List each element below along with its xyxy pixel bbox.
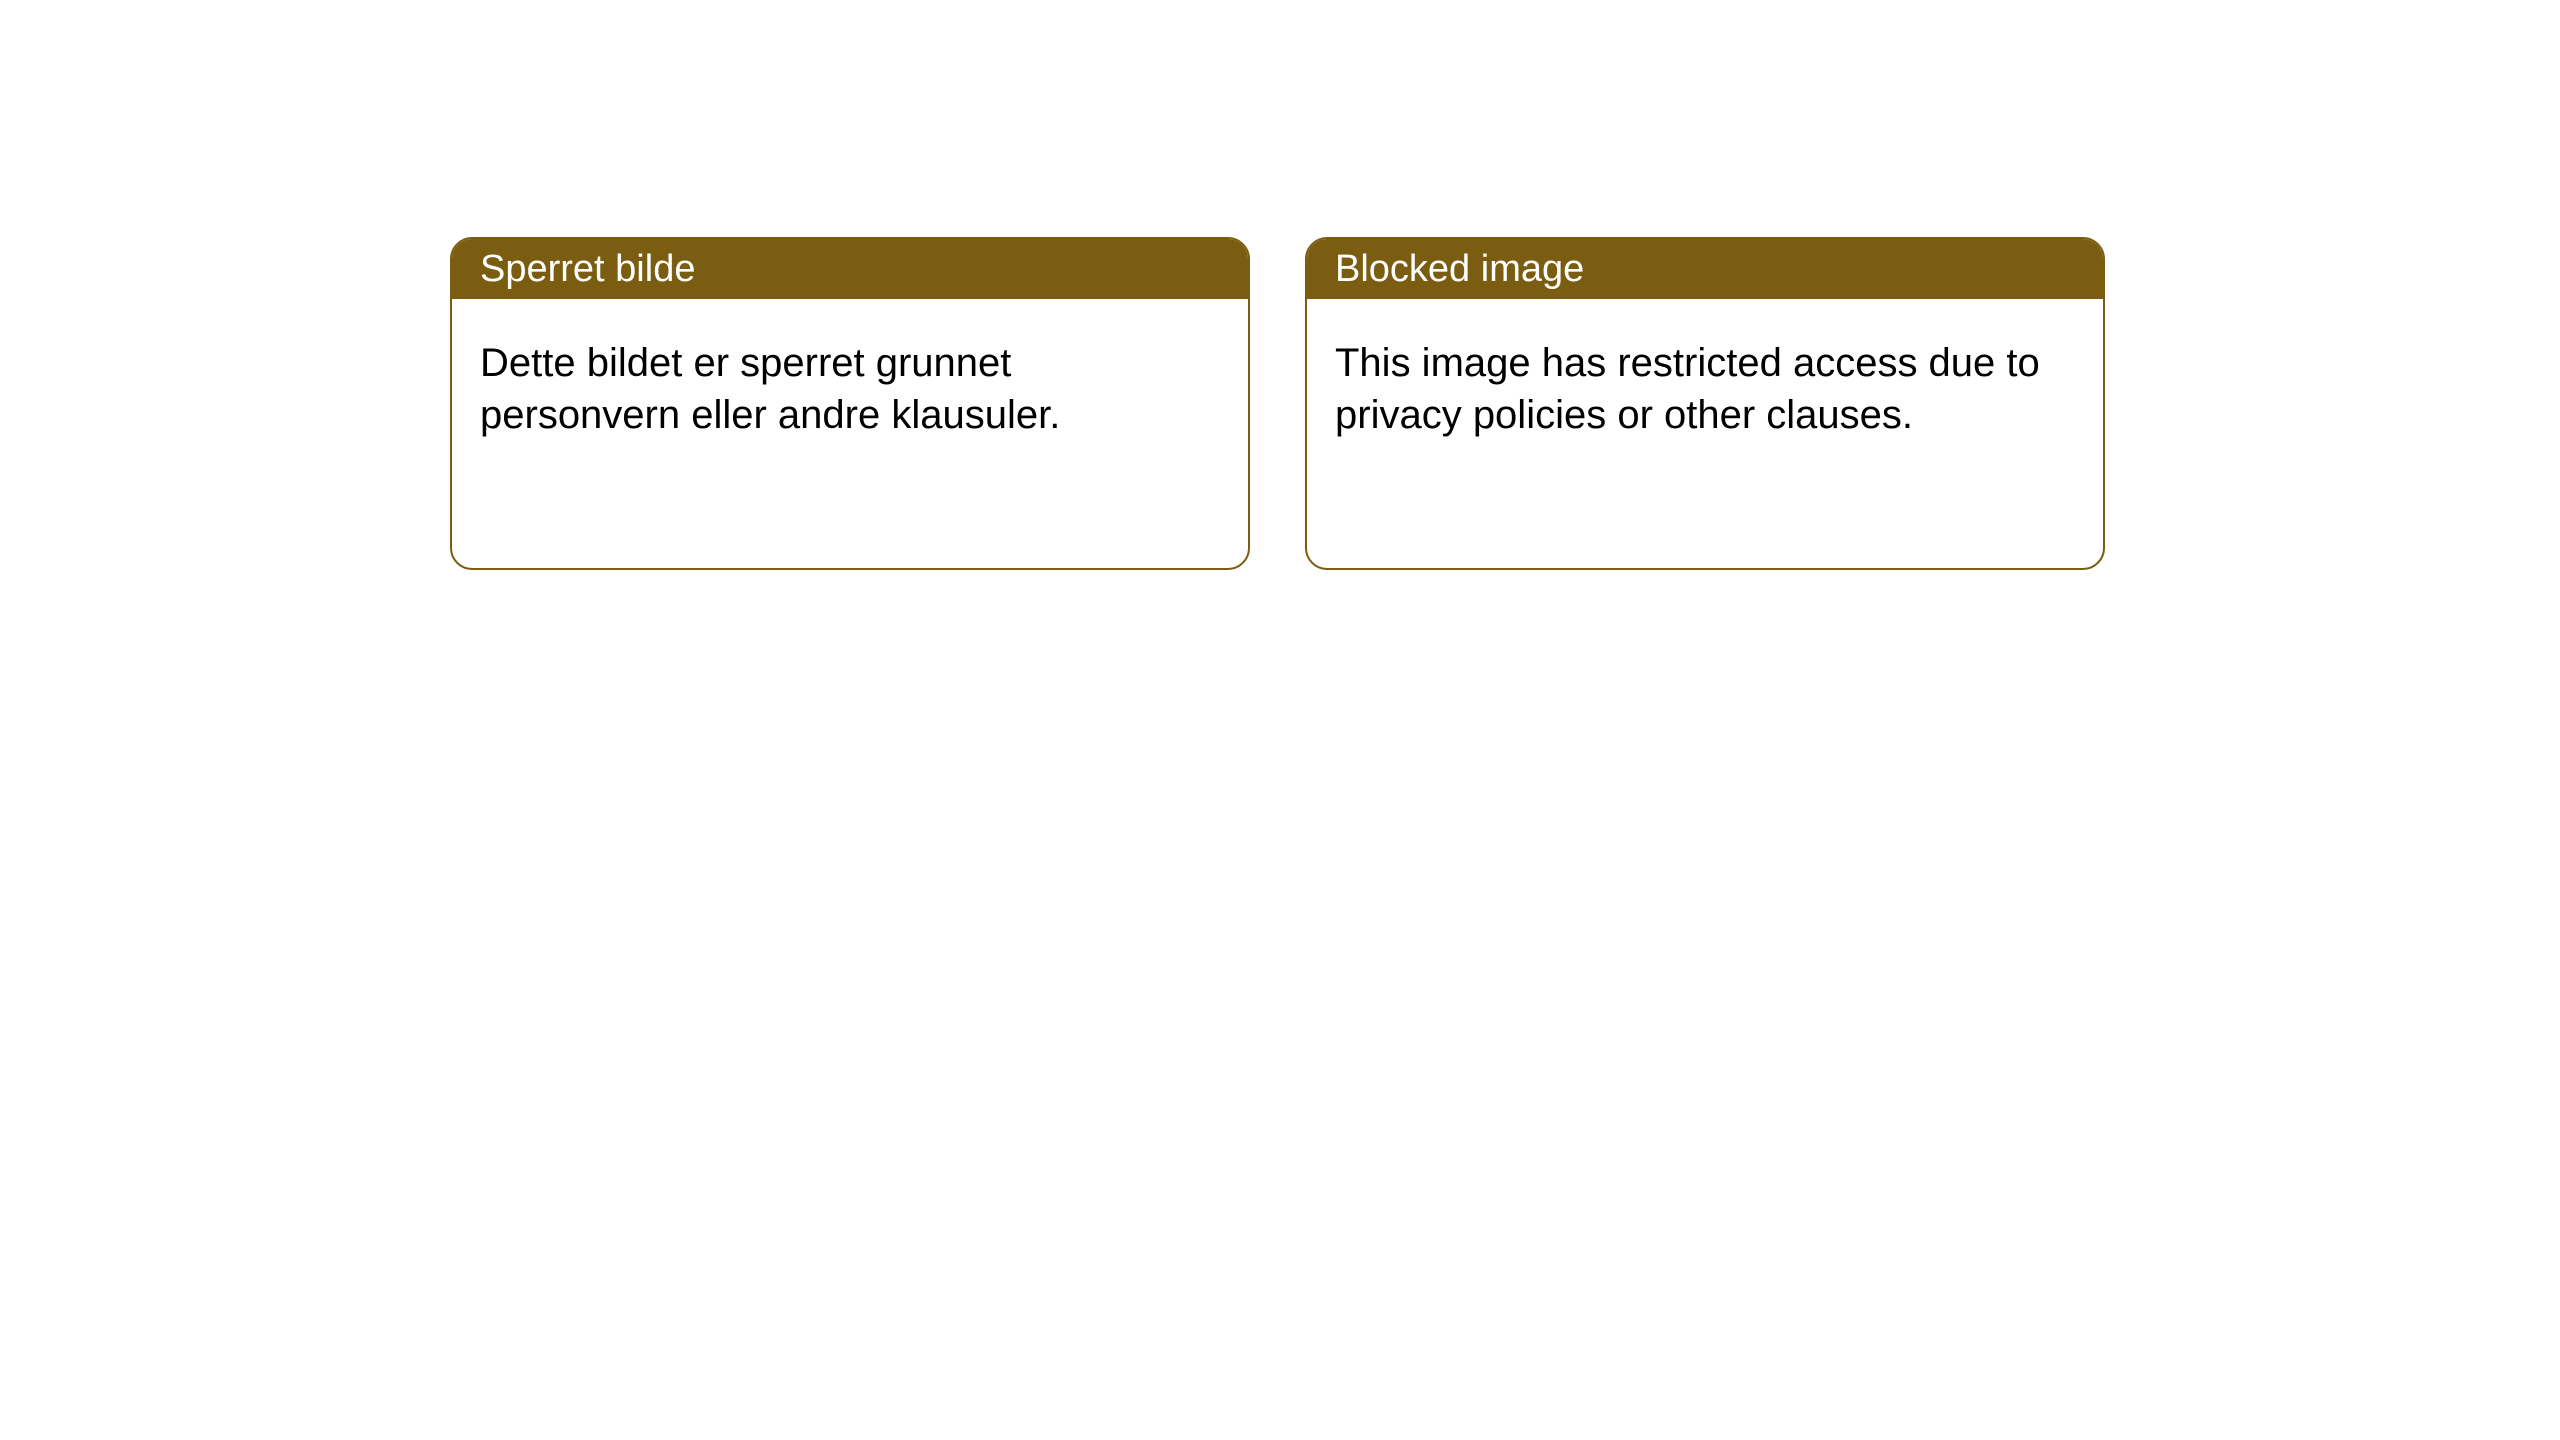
notice-container: Sperret bilde Dette bildet er sperret gr… xyxy=(0,0,2560,570)
notice-header: Blocked image xyxy=(1307,239,2103,299)
notice-header: Sperret bilde xyxy=(452,239,1248,299)
notice-body: This image has restricted access due to … xyxy=(1307,299,2103,479)
notice-card-norwegian: Sperret bilde Dette bildet er sperret gr… xyxy=(450,237,1250,570)
notice-body: Dette bildet er sperret grunnet personve… xyxy=(452,299,1248,479)
notice-card-english: Blocked image This image has restricted … xyxy=(1305,237,2105,570)
